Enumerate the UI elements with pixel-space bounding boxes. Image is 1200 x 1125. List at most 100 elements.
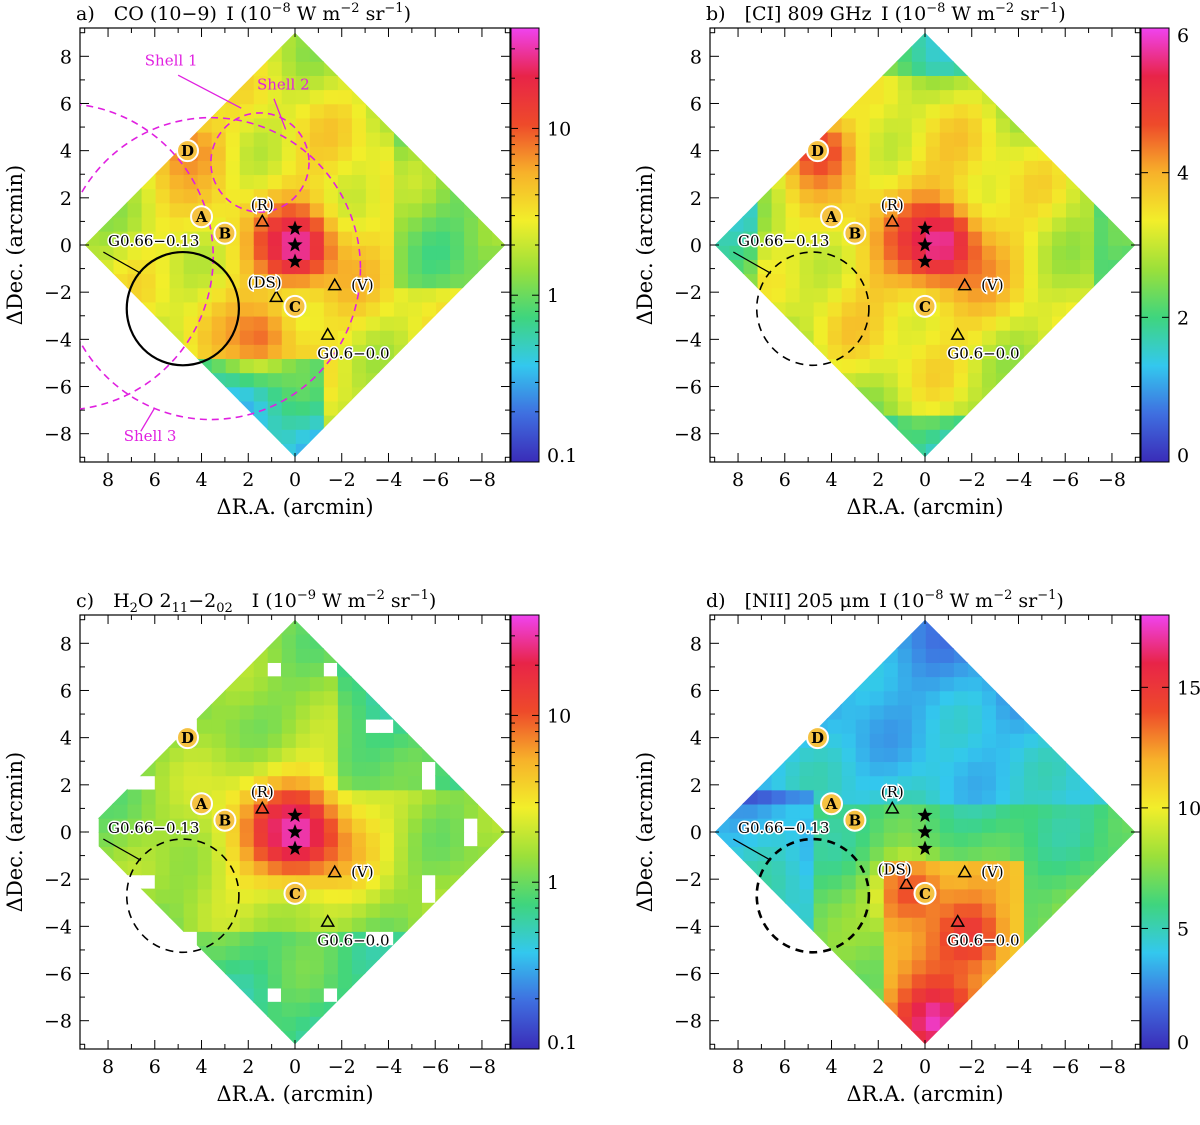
map-cell xyxy=(393,358,408,374)
map-cell xyxy=(784,902,800,918)
map-cell xyxy=(154,1015,170,1031)
map-cell xyxy=(477,945,493,961)
map-cell xyxy=(252,89,268,105)
map-cell xyxy=(840,358,856,374)
map-cell xyxy=(868,888,884,904)
map-cell xyxy=(309,973,324,989)
map-cell xyxy=(112,832,128,847)
map-cell xyxy=(84,145,86,161)
map-cell xyxy=(882,874,898,890)
map-cell xyxy=(868,832,884,847)
map-cell xyxy=(1093,131,1109,147)
map-cell xyxy=(252,1030,268,1045)
map-cell xyxy=(953,902,968,918)
map-cell xyxy=(1023,916,1038,932)
map-cell xyxy=(925,315,940,331)
map-cell xyxy=(351,973,366,989)
map-cell xyxy=(910,648,926,663)
map-cell xyxy=(925,273,940,289)
map-cell xyxy=(252,75,268,91)
map-cell xyxy=(98,188,114,204)
map-cell xyxy=(435,619,451,621)
map-cell xyxy=(714,117,716,133)
map-cell xyxy=(1023,202,1038,218)
y-tick-label: −2 xyxy=(44,869,72,891)
map-cell xyxy=(953,860,968,876)
map-cell xyxy=(1037,860,1052,876)
map-cell xyxy=(742,32,758,48)
map-cell xyxy=(252,817,268,833)
y-axis-label: ΔDec. (arcmin) xyxy=(633,165,657,325)
map-cell xyxy=(1051,973,1067,989)
map-cell xyxy=(154,704,170,720)
map-cell xyxy=(967,987,982,1003)
map-cell xyxy=(798,301,814,317)
map-cell xyxy=(1051,372,1067,388)
map-cell xyxy=(351,732,366,748)
title-space xyxy=(233,590,252,612)
map-cell xyxy=(728,75,744,91)
map-cell xyxy=(742,131,758,147)
map-cell xyxy=(1093,245,1109,260)
map-cell xyxy=(784,358,800,374)
panel-title: b) [CI] 809 GHz I (10−8 W m−2 sr−1) xyxy=(706,1,1066,25)
map-cell xyxy=(463,789,479,805)
map-cell xyxy=(449,860,465,876)
map-cell xyxy=(210,428,226,444)
map-cell xyxy=(939,648,954,663)
map-cell xyxy=(1093,188,1109,204)
map-cell xyxy=(1121,443,1136,458)
map-cell xyxy=(84,619,100,635)
map-cell xyxy=(728,888,744,904)
map-cell xyxy=(407,959,422,975)
map-cell xyxy=(742,160,758,176)
map-cell xyxy=(112,732,128,748)
map-cell xyxy=(1093,329,1109,345)
map-cell xyxy=(770,619,786,635)
map-cell xyxy=(154,216,170,232)
map-cell xyxy=(393,718,408,734)
map-cell xyxy=(182,973,198,989)
map-cell xyxy=(896,916,912,932)
map-cell xyxy=(182,428,198,444)
map-cell xyxy=(449,888,465,904)
map-cell xyxy=(910,945,926,961)
map-cell xyxy=(449,916,465,932)
map-cell xyxy=(309,386,324,402)
map-cell xyxy=(323,1001,338,1017)
map-cell xyxy=(714,1015,716,1031)
map-cell xyxy=(449,747,465,763)
map-cell xyxy=(182,1015,198,1031)
map-cell xyxy=(182,301,198,317)
map-cell xyxy=(1037,414,1052,430)
map-cell xyxy=(154,902,170,918)
map-cell xyxy=(1093,718,1109,734)
map-cell xyxy=(981,216,996,232)
map-cell xyxy=(1107,619,1123,621)
map-cell xyxy=(756,817,772,833)
map-cell xyxy=(1107,414,1123,430)
map-cell xyxy=(112,89,128,105)
map-cell xyxy=(252,216,268,232)
map-cell xyxy=(252,202,268,218)
map-cell xyxy=(1037,202,1052,218)
map-cell xyxy=(421,633,437,649)
map-cell xyxy=(224,959,240,975)
map-cell xyxy=(798,75,814,91)
map-cell xyxy=(882,662,898,678)
map-cell xyxy=(1037,216,1052,232)
map-cell xyxy=(238,931,254,947)
map-cell xyxy=(435,103,451,119)
map-cell xyxy=(266,789,282,805)
map-cell xyxy=(1065,103,1081,119)
map-cell xyxy=(981,273,996,289)
map-cell xyxy=(896,216,912,232)
map-cell xyxy=(742,174,758,190)
x-tick-label: 8 xyxy=(732,469,744,491)
map-cell xyxy=(812,61,828,76)
map-cell xyxy=(196,1015,212,1031)
map-cell xyxy=(798,846,814,862)
map-cell xyxy=(435,747,451,763)
map-cell xyxy=(868,216,884,232)
map-cell xyxy=(896,61,912,76)
